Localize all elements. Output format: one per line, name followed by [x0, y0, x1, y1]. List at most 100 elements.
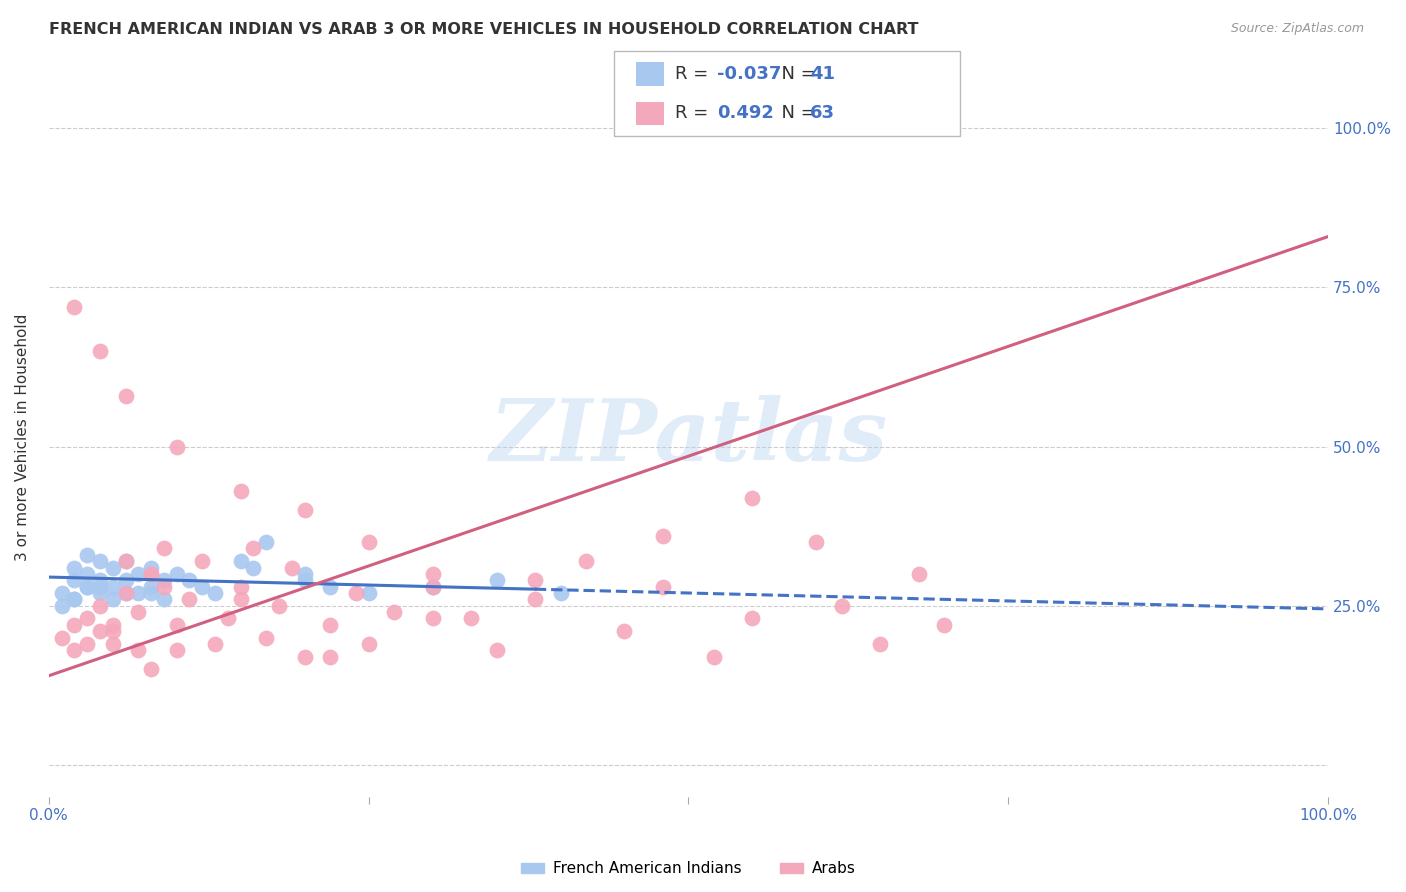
Point — [651, 529, 673, 543]
Point — [76, 580, 98, 594]
Point — [550, 586, 572, 600]
Point — [76, 611, 98, 625]
Point — [267, 599, 290, 613]
Point — [934, 617, 956, 632]
Point — [613, 624, 636, 639]
Point — [114, 586, 136, 600]
Point — [294, 574, 316, 588]
Point — [166, 566, 188, 581]
Point — [89, 554, 111, 568]
Point — [76, 637, 98, 651]
Point — [217, 611, 239, 625]
Point — [907, 566, 929, 581]
Point — [204, 637, 226, 651]
Point — [422, 566, 444, 581]
Point — [179, 574, 201, 588]
Point — [89, 624, 111, 639]
Point — [114, 554, 136, 568]
Point — [127, 643, 149, 657]
Point — [254, 631, 277, 645]
Point — [294, 566, 316, 581]
Point — [869, 637, 891, 651]
Point — [357, 637, 380, 651]
Point — [101, 580, 124, 594]
Point — [139, 560, 162, 574]
Point — [382, 605, 405, 619]
Point — [76, 566, 98, 581]
Point — [319, 580, 342, 594]
Point — [575, 554, 598, 568]
Point — [460, 611, 482, 625]
Point — [89, 580, 111, 594]
Point — [229, 484, 252, 499]
Point — [127, 605, 149, 619]
Point — [89, 599, 111, 613]
Point — [114, 389, 136, 403]
Point — [114, 574, 136, 588]
Point — [741, 491, 763, 505]
Point — [101, 617, 124, 632]
Point — [139, 566, 162, 581]
Point — [179, 592, 201, 607]
Point — [523, 574, 546, 588]
Point — [63, 300, 86, 314]
Point — [139, 586, 162, 600]
Point — [166, 617, 188, 632]
Point — [229, 554, 252, 568]
Point — [101, 592, 124, 607]
Point — [153, 574, 176, 588]
Point — [191, 554, 214, 568]
Point — [101, 624, 124, 639]
Point — [357, 535, 380, 549]
Point — [485, 643, 508, 657]
Point — [204, 586, 226, 600]
Point — [51, 586, 73, 600]
Point — [166, 643, 188, 657]
Point — [294, 503, 316, 517]
Point — [127, 586, 149, 600]
Text: N =: N = — [770, 65, 823, 83]
Point — [153, 592, 176, 607]
Text: ZIPatlas: ZIPatlas — [489, 395, 887, 479]
Point — [76, 580, 98, 594]
Point — [254, 535, 277, 549]
Point — [242, 541, 264, 556]
Point — [101, 560, 124, 574]
Text: FRENCH AMERICAN INDIAN VS ARAB 3 OR MORE VEHICLES IN HOUSEHOLD CORRELATION CHART: FRENCH AMERICAN INDIAN VS ARAB 3 OR MORE… — [49, 22, 918, 37]
Point — [422, 580, 444, 594]
Point — [166, 440, 188, 454]
Point — [139, 566, 162, 581]
Text: N =: N = — [770, 104, 823, 122]
Legend: French American Indians, Arabs: French American Indians, Arabs — [515, 855, 862, 882]
Point — [127, 566, 149, 581]
Point — [101, 637, 124, 651]
Text: 0.492: 0.492 — [717, 104, 773, 122]
Point — [229, 580, 252, 594]
Point — [63, 617, 86, 632]
Point — [114, 586, 136, 600]
Point — [344, 586, 367, 600]
Text: R =: R = — [675, 104, 714, 122]
Point — [63, 643, 86, 657]
Point — [741, 611, 763, 625]
Point — [63, 592, 86, 607]
Point — [63, 574, 86, 588]
Point — [89, 344, 111, 359]
Point — [806, 535, 828, 549]
Point — [63, 560, 86, 574]
Point — [139, 662, 162, 676]
Point — [485, 574, 508, 588]
Point — [153, 541, 176, 556]
Point — [51, 599, 73, 613]
Point — [651, 580, 673, 594]
Text: Source: ZipAtlas.com: Source: ZipAtlas.com — [1230, 22, 1364, 36]
Point — [63, 592, 86, 607]
Point — [153, 580, 176, 594]
Point — [422, 580, 444, 594]
Point — [281, 560, 304, 574]
Point — [357, 586, 380, 600]
Text: 41: 41 — [810, 65, 835, 83]
Point — [319, 617, 342, 632]
Point — [139, 580, 162, 594]
Point — [422, 611, 444, 625]
